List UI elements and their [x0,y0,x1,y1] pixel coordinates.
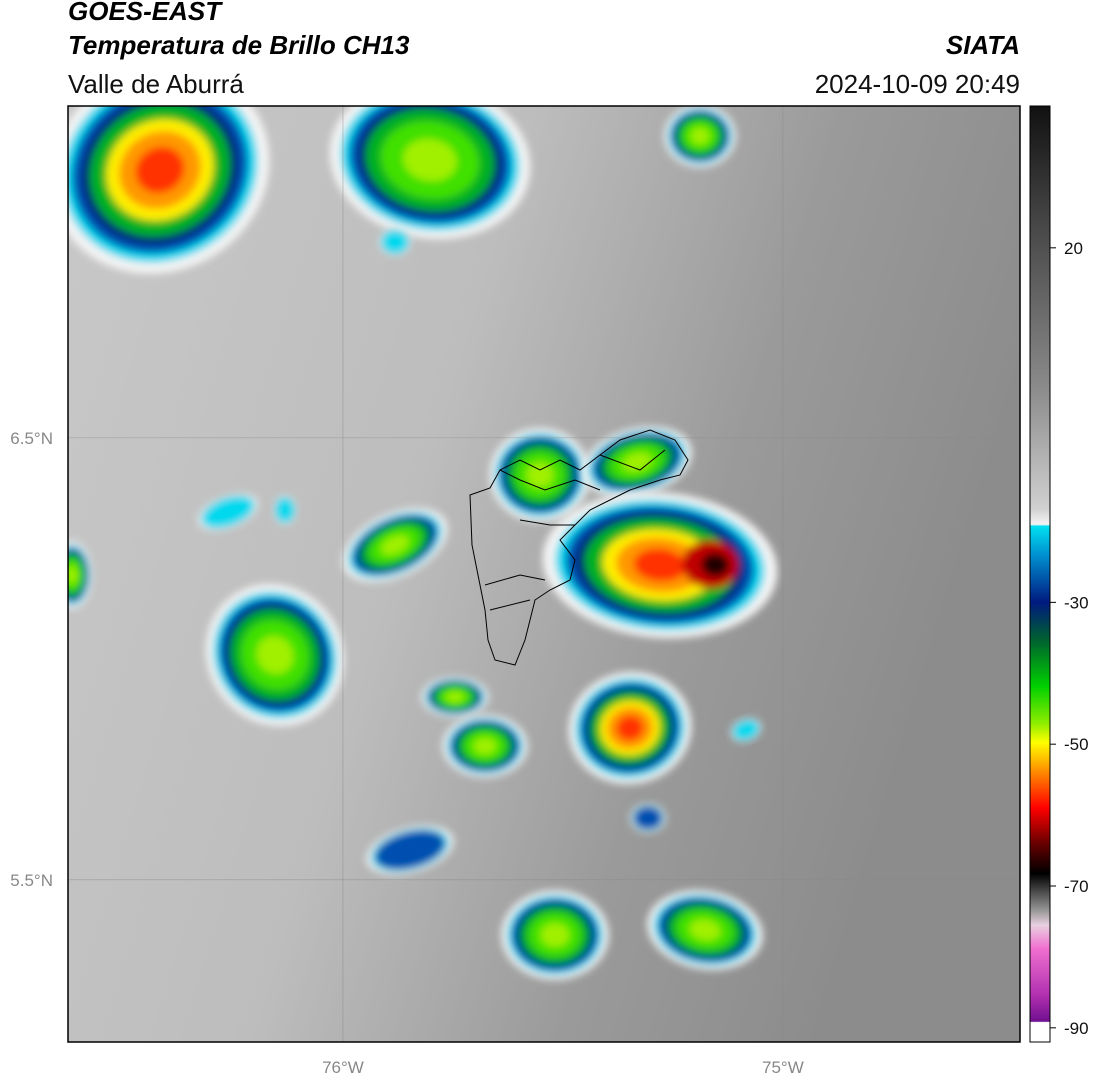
storm-cell [501,890,609,980]
storm-cell [421,676,489,718]
cell-layer [256,635,294,675]
cell-layer [135,146,185,194]
colorbar [1029,105,1051,1043]
cell-layer [446,691,464,703]
cell-layer [201,495,255,529]
storm-cell [582,426,692,498]
cell-layer [526,462,554,488]
storm-cell [68,541,93,609]
cell-layer [633,806,663,830]
storm-cell [329,106,531,240]
cell-layer [690,127,710,145]
storm-cell [379,228,411,256]
storm-cell [366,825,454,875]
storm-cell [730,718,762,742]
datetime: 2024-10-09 20:49 [815,69,1020,99]
colorbar-tick-label: -50 [1064,735,1089,754]
colorbar-tick-label: -70 [1064,877,1089,896]
y-tick-label: 6.5°N [10,429,53,448]
cell-layer [380,535,410,555]
cell-layer [689,919,721,941]
cell-layer [403,138,457,182]
cell-layer [381,230,409,254]
map-background [68,106,1020,1042]
title: GOES-EAST [68,0,223,26]
storm-cell [205,583,345,727]
source: SIATA [946,30,1020,60]
colorbar-tick-label: -90 [1064,1019,1089,1038]
cell-layer [275,497,295,523]
cell-core [701,552,730,577]
cell-layer [732,719,760,741]
cell-layer [616,715,644,741]
cell-layer [374,830,446,870]
cell-layer [68,566,78,584]
storm-cell [664,106,736,168]
y-tick-label: 5.5°N [10,871,53,890]
colorbar-tick-label: 20 [1064,239,1083,258]
subtitle: Temperatura de Brillo CH13 [68,30,410,60]
map [68,106,1020,1042]
storm-cell [442,714,528,778]
region: Valle de Aburrá [68,69,244,99]
map-frame [67,105,1021,1043]
storm-cell [68,106,270,274]
storm-cell [489,427,591,523]
storm-cell [198,493,258,531]
storm-cell [273,495,297,525]
x-tick-label: 75°W [762,1058,804,1077]
storm-cell [568,671,692,785]
storm-cells [68,106,778,980]
municipal-boundaries [469,429,689,666]
storm-cell [542,491,778,639]
colorbar-tick-label: -30 [1064,593,1089,612]
cell-layer [540,923,570,947]
storm-cell [342,508,448,582]
cell-layer [633,548,687,582]
storm-cell [630,803,666,833]
storm-cell [647,890,763,970]
cell-layer [473,737,497,755]
x-tick-label: 76°W [322,1058,364,1077]
